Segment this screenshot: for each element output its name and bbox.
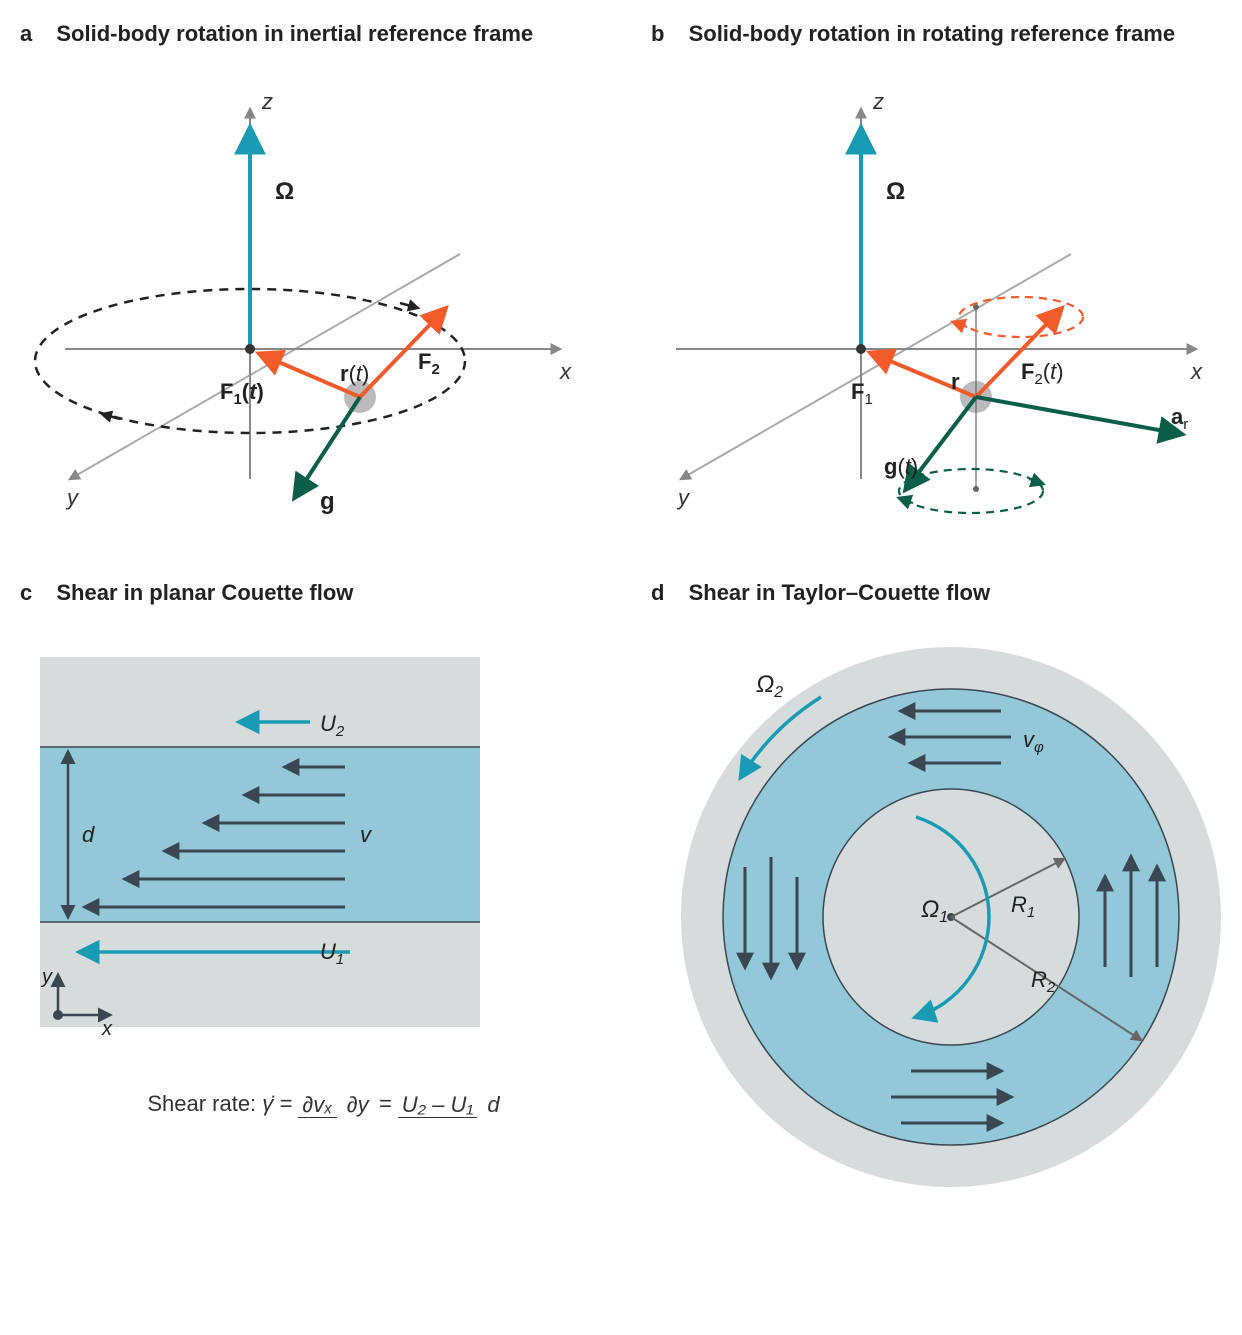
omega-label: Ω <box>275 178 294 205</box>
g-vector <box>295 397 360 497</box>
panel-b-title: b Solid-body rotation in rotating refere… <box>651 20 1242 49</box>
svg-text:g(t): g(t) <box>884 454 918 479</box>
panel-c-svg: U2 U1 v d y x <box>20 617 520 1077</box>
svg-text:d: d <box>82 822 95 847</box>
panel-a-svg: z x y Ω F1(t) F2 r(t) g <box>20 59 600 539</box>
panel-d-title: d Shear in Taylor–Couette flow <box>651 579 1242 608</box>
panel-letter-b: b <box>651 21 664 46</box>
f1-b <box>871 353 976 397</box>
f1-label: F1(t) <box>220 379 264 408</box>
svg-text:Ω: Ω <box>886 178 905 205</box>
y-label: y <box>65 485 80 510</box>
panel-c: c Shear in planar Couette flow U2 <box>20 579 631 1198</box>
panel-letter-a: a <box>20 21 32 46</box>
svg-text:ar: ar <box>1171 404 1188 433</box>
svg-text:F1: F1 <box>851 379 873 408</box>
svg-text:z: z <box>872 89 884 114</box>
y-axis <box>70 254 460 479</box>
f2-label: F2 <box>418 349 440 378</box>
g-label: g <box>320 488 335 515</box>
panel-title-a-text: Solid-body rotation in inertial referenc… <box>56 21 533 46</box>
svg-text:r: r <box>951 369 960 394</box>
panel-a: a Solid-body rotation in inertial refere… <box>20 20 631 539</box>
svg-text:x: x <box>1190 359 1203 384</box>
svg-text:Ω2: Ω2 <box>756 671 783 701</box>
svg-text:F2(t): F2(t) <box>1021 359 1064 388</box>
shear-equation: Shear rate: γ̇ = ∂vₓ ∂y = U₂ – U₁ d <box>20 1091 631 1117</box>
ar-vector <box>976 397 1181 434</box>
panel-c-title: c Shear in planar Couette flow <box>20 579 631 608</box>
f2-vector <box>360 309 445 397</box>
panel-title-b-text: Solid-body rotation in rotating referenc… <box>689 21 1176 46</box>
figure-grid: a Solid-body rotation in inertial refere… <box>20 20 1242 1197</box>
z-label: z <box>261 89 273 114</box>
svg-text:x: x <box>101 1018 113 1040</box>
panel-b-svg: z x y Ω F1 F2(t) r g(t) ar <box>651 59 1231 539</box>
panel-b: b Solid-body rotation in rotating refere… <box>651 20 1242 539</box>
panel-d-svg: Ω2 Ω1 vφ R1 R2 <box>651 617 1242 1197</box>
svg-text:y: y <box>676 485 691 510</box>
y-axis-b <box>681 254 1071 479</box>
r-label: r(t) <box>340 361 369 386</box>
x-label: x <box>559 359 572 384</box>
panel-a-title: a Solid-body rotation in inertial refere… <box>20 20 631 49</box>
svg-text:y: y <box>40 966 53 988</box>
panel-d: d Shear in Taylor–Couette flow <box>651 579 1242 1198</box>
